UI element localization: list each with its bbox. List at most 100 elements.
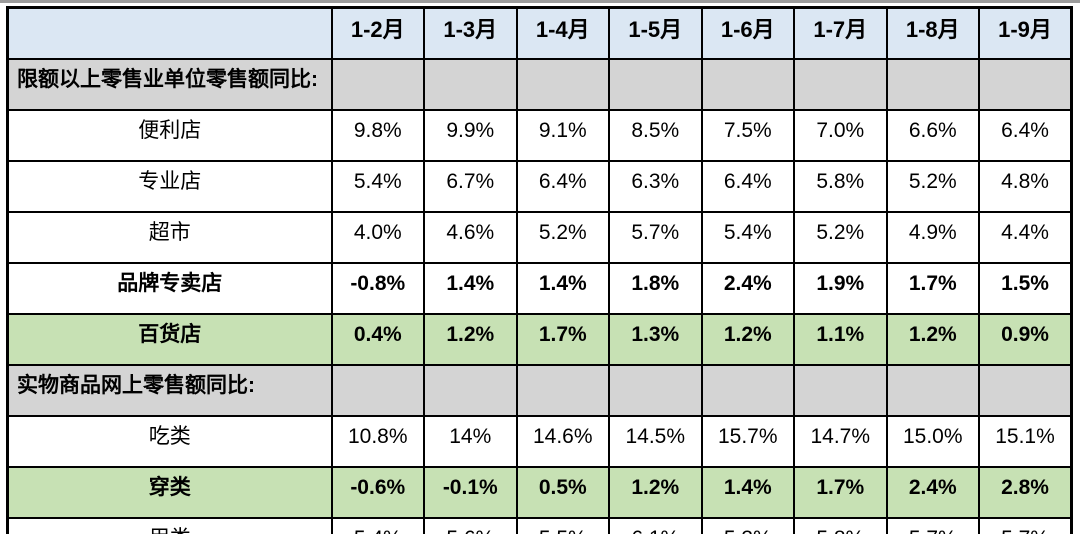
column-header-row: 1-2月 1-3月 1-4月 1-5月 1-6月 1-7月 1-8月 1-9月 (6, 6, 1073, 60)
value-cell: 15.0% (885, 415, 980, 468)
row-label: 便利店 (6, 109, 333, 162)
value-cell: 5.4% (330, 517, 425, 534)
section-empty-cell (700, 364, 795, 417)
section-empty-cell (978, 364, 1073, 417)
row-label: 品牌专卖店 (6, 262, 333, 315)
value-cell: 5.6% (423, 517, 518, 534)
value-cell: 1.8% (608, 262, 703, 315)
data-row: 品牌专卖店 -0.8% 1.4% 1.4% 1.8% 2.4% 1.9% 1.7% 1.5% (6, 262, 1073, 315)
row-label: 专业店 (6, 160, 333, 213)
period-column-header: 1-9月 (978, 6, 1073, 60)
value-cell: 5.8% (793, 517, 888, 534)
section-empty-cell (330, 58, 425, 111)
value-cell: 1.2% (885, 313, 980, 366)
value-cell: 1.7% (885, 262, 980, 315)
section-header-label: 实物商品网上零售额同比: (6, 364, 333, 417)
value-cell: 1.2% (608, 466, 703, 519)
section-empty-cell (608, 364, 703, 417)
value-cell: 1.9% (793, 262, 888, 315)
top-edge-strip (0, 0, 1080, 3)
value-cell: 6.4% (515, 160, 610, 213)
value-cell: 5.7% (978, 517, 1073, 534)
value-cell: 15.7% (700, 415, 795, 468)
section-empty-cell (515, 58, 610, 111)
section-empty-cell (608, 58, 703, 111)
value-cell: 1.3% (608, 313, 703, 366)
value-cell: 1.2% (700, 313, 795, 366)
row-label: 吃类 (6, 415, 333, 468)
value-cell: 0.4% (330, 313, 425, 366)
value-cell: 1.4% (515, 262, 610, 315)
table-body: 限额以上零售业单位零售额同比: 便利店 9.8% 9.9% 9.1% 8.5% 7.5% 7.… (6, 58, 1073, 534)
value-cell: 6.4% (700, 160, 795, 213)
value-cell: 6.1% (608, 517, 703, 534)
data-row: 便利店 9.8% 9.9% 9.1% 8.5% 7.5% 7.0% 6.6% 6.4% (6, 109, 1073, 162)
retail-yoy-table: 1-2月 1-3月 1-4月 1-5月 1-6月 1-7月 1-8月 1-9月 限额以上零售业… (6, 6, 1073, 534)
data-row: 穿类 -0.6% -0.1% 0.5% 1.2% 1.4% 1.7% 2.4% 2.8% (6, 466, 1073, 519)
section-empty-cell (423, 58, 518, 111)
value-cell: 5.2% (885, 160, 980, 213)
value-cell: 14.5% (608, 415, 703, 468)
value-cell: 8.5% (608, 109, 703, 162)
value-cell: 2.4% (885, 466, 980, 519)
row-label: 穿类 (6, 466, 333, 519)
data-row: 吃类 10.8% 14% 14.6% 14.5% 15.7% 14.7% 15.0% 15.1% (6, 415, 1073, 468)
section-empty-cell (978, 58, 1073, 111)
section-empty-cell (793, 364, 888, 417)
value-cell: 4.6% (423, 211, 518, 264)
value-cell: 1.1% (793, 313, 888, 366)
section-empty-cell (700, 58, 795, 111)
value-cell: 5.2% (793, 211, 888, 264)
value-cell: 0.9% (978, 313, 1073, 366)
section-empty-cell (515, 364, 610, 417)
value-cell: 5.2% (515, 211, 610, 264)
value-cell: -0.1% (423, 466, 518, 519)
value-cell: 9.1% (515, 109, 610, 162)
value-cell: 14% (423, 415, 518, 468)
value-cell: 1.5% (978, 262, 1073, 315)
value-cell: -0.8% (330, 262, 425, 315)
row-label: 用类 (6, 517, 333, 534)
value-cell: 6.3% (608, 160, 703, 213)
value-cell: 5.5% (515, 517, 610, 534)
section-empty-cell (330, 364, 425, 417)
value-cell: 5.7% (885, 517, 980, 534)
value-cell: 7.5% (700, 109, 795, 162)
value-cell: 6.7% (423, 160, 518, 213)
section-empty-cell (793, 58, 888, 111)
section-header-label: 限额以上零售业单位零售额同比: (6, 58, 333, 111)
value-cell: 14.7% (793, 415, 888, 468)
period-column-header: 1-8月 (885, 6, 980, 60)
row-label: 百货店 (6, 313, 333, 366)
value-cell: 5.4% (330, 160, 425, 213)
period-column-header: 1-2月 (330, 6, 425, 60)
value-cell: 7.0% (793, 109, 888, 162)
period-column-header: 1-7月 (793, 6, 888, 60)
value-cell: 1.2% (423, 313, 518, 366)
section-empty-cell (885, 58, 980, 111)
value-cell: 5.4% (700, 211, 795, 264)
value-cell: 0.5% (515, 466, 610, 519)
value-cell: 14.6% (515, 415, 610, 468)
period-column-header: 1-4月 (515, 6, 610, 60)
value-cell: 1.4% (700, 466, 795, 519)
value-cell: 1.7% (515, 313, 610, 366)
value-cell: -0.6% (330, 466, 425, 519)
period-column-header: 1-6月 (700, 6, 795, 60)
section-header-row: 实物商品网上零售额同比: (6, 364, 1073, 417)
period-column-header: 1-5月 (608, 6, 703, 60)
value-cell: 1.7% (793, 466, 888, 519)
period-column-header: 1-3月 (423, 6, 518, 60)
value-cell: 4.4% (978, 211, 1073, 264)
data-row: 专业店 5.4% 6.7% 6.4% 6.3% 6.4% 5.8% 5.2% 4.8% (6, 160, 1073, 213)
data-row: 百货店 0.4% 1.2% 1.7% 1.3% 1.2% 1.1% 1.2% 0.9% (6, 313, 1073, 366)
section-empty-cell (423, 364, 518, 417)
value-cell: 2.4% (700, 262, 795, 315)
data-row: 用类5.4%5.6%5.5%6.1%5.3%5.8%5.7%5.7% (6, 517, 1073, 534)
value-cell: 2.8% (978, 466, 1073, 519)
value-cell: 6.6% (885, 109, 980, 162)
section-empty-cell (885, 364, 980, 417)
data-row: 超市 4.0% 4.6% 5.2% 5.7% 5.4% 5.2% 4.9% 4.4% (6, 211, 1073, 264)
value-cell: 4.0% (330, 211, 425, 264)
